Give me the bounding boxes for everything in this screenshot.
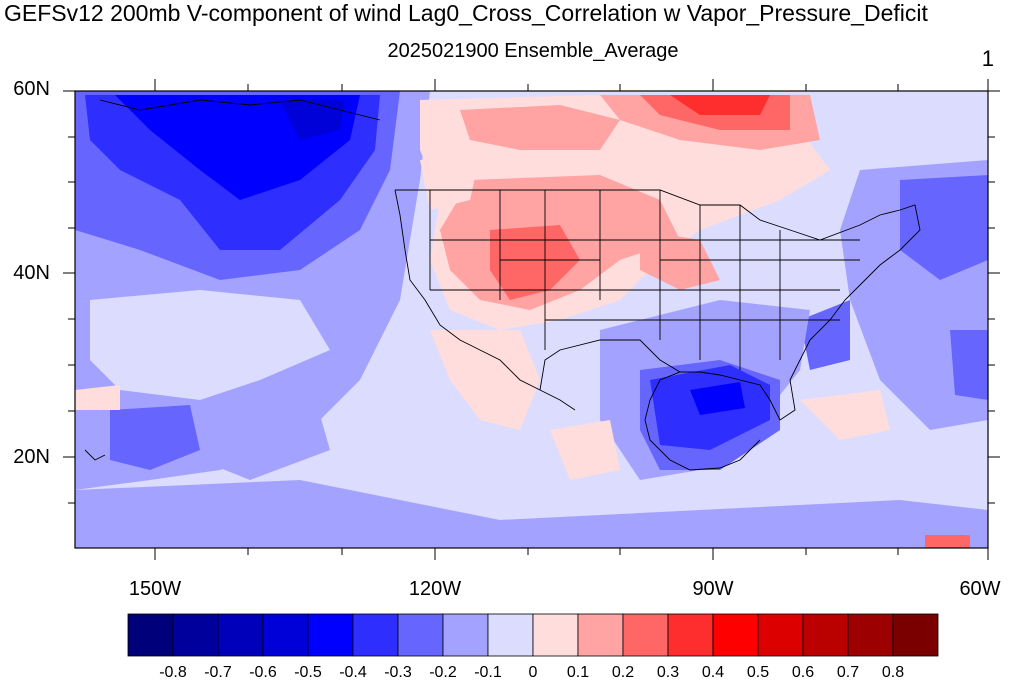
lon-label-150w: 150W xyxy=(128,578,182,600)
colorbar-swatch xyxy=(172,613,219,657)
colorbar-tick-label: 0.7 xyxy=(836,664,860,681)
colorbar-tick-label: -0.2 xyxy=(429,664,457,681)
colorbar-tick-label: 0.2 xyxy=(611,664,635,681)
colorbar-tick-label: 0.8 xyxy=(881,664,905,681)
corner-label: 1 xyxy=(981,46,994,71)
lon-label-60w: 60W xyxy=(959,578,1001,600)
colorbar-swatch xyxy=(487,613,534,657)
colorbar-swatch xyxy=(667,613,714,657)
colorbar-swatch xyxy=(532,613,579,657)
colorbar-tick-label: -0.8 xyxy=(159,664,187,681)
colorbar-tick-label: 0.4 xyxy=(701,664,725,681)
correlation-field xyxy=(75,91,988,548)
colorbar-tick-label: -0.4 xyxy=(339,664,367,681)
colorbar-swatch xyxy=(397,613,444,657)
colorbar-tick-label: 0.3 xyxy=(656,664,680,681)
colorbar xyxy=(127,613,939,657)
colorbar-swatch xyxy=(802,613,849,657)
colorbar-tick-label: 0 xyxy=(528,664,538,681)
lon-label-90w: 90W xyxy=(692,578,734,600)
colorbar-swatch xyxy=(307,613,354,657)
colorbar-swatch xyxy=(892,613,939,657)
colorbar-swatch xyxy=(127,613,174,657)
lat-label-40n: 40N xyxy=(13,262,50,284)
colorbar-swatch xyxy=(577,613,624,657)
colorbar-tick-label: -0.7 xyxy=(204,664,232,681)
colorbar-swatch xyxy=(622,613,669,657)
colorbar-swatch xyxy=(712,613,759,657)
colorbar-tick-label: 0.1 xyxy=(566,664,590,681)
colorbar-swatch xyxy=(352,613,399,657)
colorbar-tick-label: -0.6 xyxy=(249,664,277,681)
map-subtitle: 2025021900 Ensemble_Average xyxy=(387,40,679,62)
colorbar-tick-label: -0.3 xyxy=(384,664,412,681)
colorbar-tick-label: -0.1 xyxy=(474,664,502,681)
colorbar-swatch xyxy=(847,613,894,657)
colorbar-swatch xyxy=(262,613,309,657)
lon-label-120w: 120W xyxy=(408,578,462,600)
colorbar-tick-label: 0.6 xyxy=(791,664,815,681)
coastlines xyxy=(84,99,921,471)
lat-label-60n: 60N xyxy=(13,78,50,100)
colorbar-swatch xyxy=(217,613,264,657)
colorbar-swatch xyxy=(757,613,804,657)
colorbar-tick-label: 0.5 xyxy=(746,664,770,681)
axis-ticks xyxy=(63,79,1000,560)
map-title: GEFSv12 200mb V-component of wind Lag0_C… xyxy=(4,0,928,26)
colorbar-tick-label: -0.5 xyxy=(294,664,322,681)
colorbar-swatch xyxy=(442,613,489,657)
lat-label-20n: 20N xyxy=(13,446,50,468)
